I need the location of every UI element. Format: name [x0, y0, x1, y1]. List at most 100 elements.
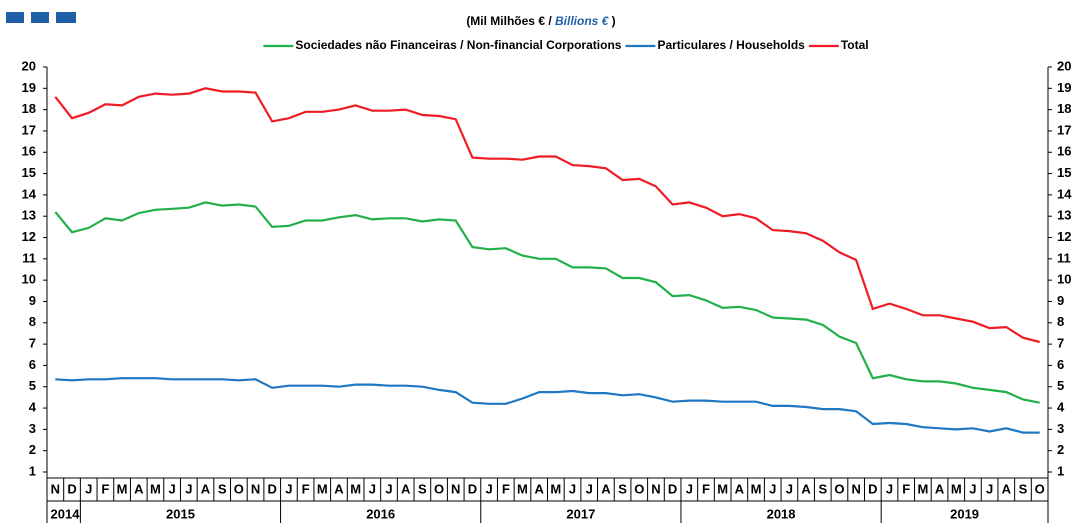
- y-tick-label: 1: [29, 463, 36, 478]
- y-tick-label: 14: [22, 186, 37, 201]
- y-tick-label: 19: [22, 80, 36, 95]
- x-tick-label: J: [769, 481, 776, 496]
- y-tick-label: 17: [22, 122, 36, 137]
- y2-tick-label: 12: [1057, 229, 1071, 244]
- x-tick-label: D: [668, 481, 677, 496]
- x-tick-label: A: [801, 481, 811, 496]
- x-tick-label: S: [618, 481, 627, 496]
- y2-tick-label: 10: [1057, 272, 1071, 287]
- x-tick-label: A: [334, 481, 344, 496]
- x-tick-label: S: [418, 481, 427, 496]
- x-tick-label: N: [451, 481, 460, 496]
- x-tick-label: S: [218, 481, 227, 496]
- series-line: [54, 201, 1040, 404]
- x-tick-label: A: [935, 481, 945, 496]
- x-tick-label: J: [986, 481, 993, 496]
- year-label: 2014: [51, 506, 81, 521]
- legend-label: Particulares / Households: [657, 38, 805, 52]
- x-tick-label: M: [951, 481, 962, 496]
- x-tick-label: D: [268, 481, 277, 496]
- y-tick-label: 10: [22, 272, 36, 287]
- x-tick-label: J: [485, 481, 492, 496]
- x-tick-label: A: [1002, 481, 1012, 496]
- year-label: 2017: [566, 506, 595, 521]
- y2-tick-label: 5: [1057, 378, 1064, 393]
- y2-tick-label: 7: [1057, 336, 1064, 351]
- x-tick-label: O: [434, 481, 444, 496]
- x-tick-label: N: [851, 481, 860, 496]
- subtitle: (Mil Milhões € / Billions € ): [466, 14, 615, 28]
- x-tick-label: A: [601, 481, 611, 496]
- x-tick-label: A: [735, 481, 745, 496]
- x-tick-label: J: [285, 481, 292, 496]
- y-tick-label: 18: [22, 101, 36, 116]
- y2-tick-label: 3: [1057, 421, 1064, 436]
- y-tick-label: 20: [22, 58, 36, 73]
- x-tick-label: M: [117, 481, 128, 496]
- y2-tick-label: 2: [1057, 442, 1064, 457]
- x-tick-label: J: [686, 481, 693, 496]
- x-tick-label: A: [534, 481, 544, 496]
- y-tick-label: 4: [29, 399, 37, 414]
- y2-tick-label: 6: [1057, 357, 1064, 372]
- year-label: 2016: [366, 506, 395, 521]
- x-tick-label: A: [134, 481, 144, 496]
- x-tick-label: J: [886, 481, 893, 496]
- x-tick-label: J: [385, 481, 392, 496]
- y2-tick-label: 20: [1057, 58, 1071, 73]
- x-tick-label: A: [401, 481, 411, 496]
- year-label: 2019: [950, 506, 979, 521]
- subtitle-end: ): [608, 14, 615, 28]
- x-tick-label: J: [369, 481, 376, 496]
- x-tick-label: F: [702, 481, 710, 496]
- x-tick-label: O: [234, 481, 244, 496]
- y-tick-label: 6: [29, 357, 36, 372]
- x-tick-label: D: [67, 481, 76, 496]
- y2-tick-label: 4: [1057, 399, 1065, 414]
- x-tick-label: F: [502, 481, 510, 496]
- legend-label: Total: [841, 38, 869, 52]
- y-tick-label: 8: [29, 314, 36, 329]
- x-tick-label: J: [786, 481, 793, 496]
- y2-tick-label: 18: [1057, 101, 1071, 116]
- y-tick-label: 2: [29, 442, 36, 457]
- x-tick-label: J: [586, 481, 593, 496]
- x-tick-label: S: [1019, 481, 1028, 496]
- y2-tick-label: 19: [1057, 80, 1071, 95]
- year-label: 2018: [767, 506, 796, 521]
- x-tick-label: N: [251, 481, 260, 496]
- x-tick-label: M: [317, 481, 328, 496]
- y2-tick-label: 15: [1057, 165, 1071, 180]
- x-tick-label: O: [634, 481, 644, 496]
- x-tick-label: J: [169, 481, 176, 496]
- y2-tick-label: 14: [1057, 186, 1072, 201]
- y2-tick-label: 17: [1057, 122, 1071, 137]
- y-tick-label: 5: [29, 378, 36, 393]
- x-tick-label: J: [85, 481, 92, 496]
- y2-tick-label: 1: [1057, 463, 1064, 478]
- x-tick-label: M: [350, 481, 361, 496]
- x-tick-label: O: [1035, 481, 1045, 496]
- x-tick-label: M: [717, 481, 728, 496]
- x-tick-label: M: [751, 481, 762, 496]
- legend-label: Sociedades não Financeiras / Non-financi…: [295, 38, 621, 52]
- y-tick-label: 7: [29, 336, 36, 351]
- y-tick-label: 9: [29, 293, 36, 308]
- series-line: [54, 87, 1040, 344]
- y2-tick-label: 9: [1057, 293, 1064, 308]
- x-tick-label: A: [201, 481, 211, 496]
- x-tick-label: M: [517, 481, 528, 496]
- year-label: 2015: [166, 506, 195, 521]
- y2-tick-label: 8: [1057, 314, 1064, 329]
- y-tick-label: 15: [22, 165, 36, 180]
- y2-tick-label: 16: [1057, 144, 1071, 159]
- x-tick-label: S: [818, 481, 827, 496]
- y2-tick-label: 13: [1057, 208, 1071, 223]
- series-line: [55, 377, 1040, 434]
- x-tick-label: M: [150, 481, 161, 496]
- y-tick-label: 3: [29, 421, 36, 436]
- x-tick-label: F: [902, 481, 910, 496]
- x-tick-label: J: [185, 481, 192, 496]
- x-tick-label: M: [550, 481, 561, 496]
